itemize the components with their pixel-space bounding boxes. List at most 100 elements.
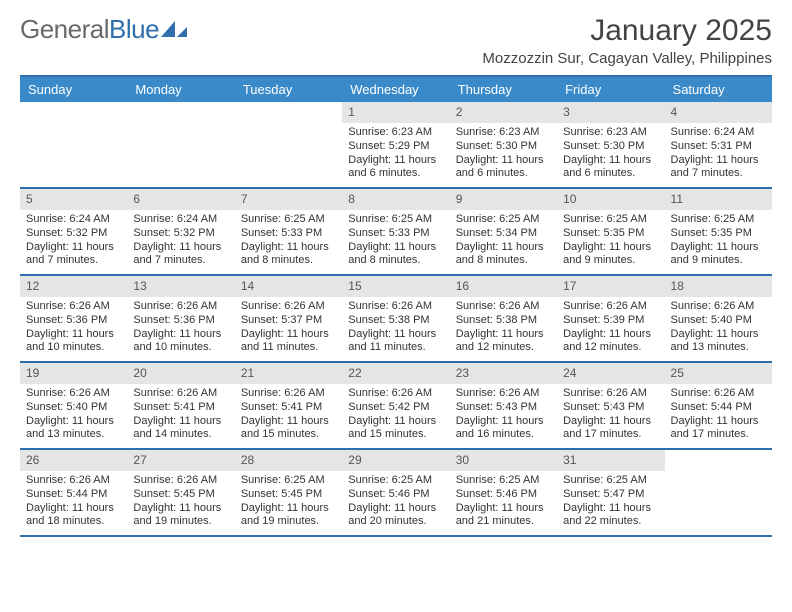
- sunrise-text: Sunrise: 6:25 AM: [456, 213, 551, 227]
- daylight-text: and 11 minutes.: [348, 341, 443, 355]
- daylight-text: Daylight: 11 hours: [671, 328, 766, 342]
- daylight-text: Daylight: 11 hours: [133, 328, 228, 342]
- sunset-text: Sunset: 5:35 PM: [563, 227, 658, 241]
- daylight-text: and 16 minutes.: [456, 428, 551, 442]
- calendar-cell: 2Sunrise: 6:23 AMSunset: 5:30 PMDaylight…: [450, 102, 557, 187]
- daylight-text: and 22 minutes.: [563, 515, 658, 529]
- day-number: 20: [127, 363, 234, 384]
- daylight-text: and 17 minutes.: [563, 428, 658, 442]
- daylight-text: Daylight: 11 hours: [671, 241, 766, 255]
- day-number: 13: [127, 276, 234, 297]
- calendar-cell: 26Sunrise: 6:26 AMSunset: 5:44 PMDayligh…: [20, 450, 127, 535]
- sunset-text: Sunset: 5:33 PM: [241, 227, 336, 241]
- sunset-text: Sunset: 5:36 PM: [133, 314, 228, 328]
- calendar-cell: 17Sunrise: 6:26 AMSunset: 5:39 PMDayligh…: [557, 276, 664, 361]
- calendar-cell: 3Sunrise: 6:23 AMSunset: 5:30 PMDaylight…: [557, 102, 664, 187]
- sunset-text: Sunset: 5:37 PM: [241, 314, 336, 328]
- daylight-text: Daylight: 11 hours: [241, 328, 336, 342]
- sunset-text: Sunset: 5:30 PM: [563, 140, 658, 154]
- sunset-text: Sunset: 5:31 PM: [671, 140, 766, 154]
- daylight-text: and 8 minutes.: [348, 254, 443, 268]
- sunset-text: Sunset: 5:33 PM: [348, 227, 443, 241]
- daylight-text: and 7 minutes.: [133, 254, 228, 268]
- dow-thursday: Thursday: [450, 77, 557, 102]
- sunset-text: Sunset: 5:42 PM: [348, 401, 443, 415]
- sunrise-text: Sunrise: 6:23 AM: [348, 126, 443, 140]
- day-number: 27: [127, 450, 234, 471]
- sunset-text: Sunset: 5:45 PM: [133, 488, 228, 502]
- sunrise-text: Sunrise: 6:26 AM: [348, 300, 443, 314]
- daylight-text: Daylight: 11 hours: [456, 328, 551, 342]
- daylight-text: and 7 minutes.: [26, 254, 121, 268]
- day-number: 18: [665, 276, 772, 297]
- dow-friday: Friday: [557, 77, 664, 102]
- sunrise-text: Sunrise: 6:26 AM: [26, 474, 121, 488]
- daylight-text: Daylight: 11 hours: [26, 241, 121, 255]
- daylight-text: and 19 minutes.: [241, 515, 336, 529]
- day-number: 5: [20, 189, 127, 210]
- day-number: 26: [20, 450, 127, 471]
- daylight-text: and 9 minutes.: [671, 254, 766, 268]
- daylight-text: and 19 minutes.: [133, 515, 228, 529]
- daylight-text: and 15 minutes.: [348, 428, 443, 442]
- daylight-text: and 15 minutes.: [241, 428, 336, 442]
- sunset-text: Sunset: 5:40 PM: [671, 314, 766, 328]
- calendar-cell: 18 Sunrise: 6:26 AMSunset: 5:40 PMDayligh…: [665, 276, 772, 361]
- daylight-text: Daylight: 11 hours: [456, 415, 551, 429]
- day-number: 23: [450, 363, 557, 384]
- day-number: 29: [342, 450, 449, 471]
- sunrise-text: Sunrise: 6:24 AM: [26, 213, 121, 227]
- daylight-text: and 12 minutes.: [563, 341, 658, 355]
- day-number: 7: [235, 189, 342, 210]
- calendar-cell: 10Sunrise: 6:25 AMSunset: 5:35 PMDayligh…: [557, 189, 664, 274]
- dow-saturday: Saturday: [665, 77, 772, 102]
- sunset-text: Sunset: 5:46 PM: [348, 488, 443, 502]
- sunset-text: Sunset: 5:46 PM: [456, 488, 551, 502]
- calendar-cell: 22Sunrise: 6:26 AMSunset: 5:42 PMDayligh…: [342, 363, 449, 448]
- day-number: 30: [450, 450, 557, 471]
- sunset-text: Sunset: 5:34 PM: [456, 227, 551, 241]
- calendar-cell: 6Sunrise: 6:24 AMSunset: 5:32 PMDaylight…: [127, 189, 234, 274]
- brand-logo: GeneralBlue: [20, 14, 187, 45]
- daylight-text: and 6 minutes.: [563, 167, 658, 181]
- daylight-text: Daylight: 11 hours: [563, 502, 658, 516]
- daylight-text: Daylight: 11 hours: [563, 154, 658, 168]
- sunrise-text: Sunrise: 6:26 AM: [671, 300, 766, 314]
- daylight-text: and 17 minutes.: [671, 428, 766, 442]
- sunrise-text: Sunrise: 6:25 AM: [671, 213, 766, 227]
- day-number: 11: [665, 189, 772, 210]
- daylight-text: and 7 minutes.: [671, 167, 766, 181]
- calendar-cell: 24Sunrise: 6:26 AMSunset: 5:43 PMDayligh…: [557, 363, 664, 448]
- calendar-cell: [127, 102, 234, 187]
- sunset-text: Sunset: 5:44 PM: [671, 401, 766, 415]
- calendar-cell: 20Sunrise: 6:26 AMSunset: 5:41 PMDayligh…: [127, 363, 234, 448]
- sunset-text: Sunset: 5:36 PM: [26, 314, 121, 328]
- calendar-cell: 23Sunrise: 6:26 AMSunset: 5:43 PMDayligh…: [450, 363, 557, 448]
- day-number: 6: [127, 189, 234, 210]
- calendar-week-row: 1Sunrise: 6:23 AMSunset: 5:29 PMDaylight…: [20, 102, 772, 189]
- daylight-text: Daylight: 11 hours: [133, 241, 228, 255]
- day-number: 2: [450, 102, 557, 123]
- daylight-text: and 21 minutes.: [456, 515, 551, 529]
- daylight-text: and 13 minutes.: [671, 341, 766, 355]
- sunrise-text: Sunrise: 6:25 AM: [241, 213, 336, 227]
- brand-sail-icon: [161, 21, 187, 39]
- calendar-cell: 9Sunrise: 6:25 AMSunset: 5:34 PMDaylight…: [450, 189, 557, 274]
- sunset-text: Sunset: 5:40 PM: [26, 401, 121, 415]
- day-number: 3: [557, 102, 664, 123]
- day-number: 14: [235, 276, 342, 297]
- calendar-week-row: 26Sunrise: 6:26 AMSunset: 5:44 PMDayligh…: [20, 450, 772, 537]
- calendar-cell: 13 Sunrise: 6:26 AMSunset: 5:36 PMDayligh…: [127, 276, 234, 361]
- calendar-cell: 30Sunrise: 6:25 AMSunset: 5:46 PMDayligh…: [450, 450, 557, 535]
- calendar-cell: 11Sunrise: 6:25 AMSunset: 5:35 PMDayligh…: [665, 189, 772, 274]
- sunrise-text: Sunrise: 6:26 AM: [133, 300, 228, 314]
- sunrise-text: Sunrise: 6:24 AM: [133, 213, 228, 227]
- calendar-table: Sunday Monday Tuesday Wednesday Thursday…: [20, 75, 772, 537]
- day-number: 19: [20, 363, 127, 384]
- calendar-cell: 25Sunrise: 6:26 AMSunset: 5:44 PMDayligh…: [665, 363, 772, 448]
- daylight-text: and 12 minutes.: [456, 341, 551, 355]
- calendar-cell: 14 Sunrise: 6:26 AMSunset: 5:37 PMDayligh…: [235, 276, 342, 361]
- sunrise-text: Sunrise: 6:26 AM: [241, 300, 336, 314]
- daylight-text: and 11 minutes.: [241, 341, 336, 355]
- sunset-text: Sunset: 5:32 PM: [26, 227, 121, 241]
